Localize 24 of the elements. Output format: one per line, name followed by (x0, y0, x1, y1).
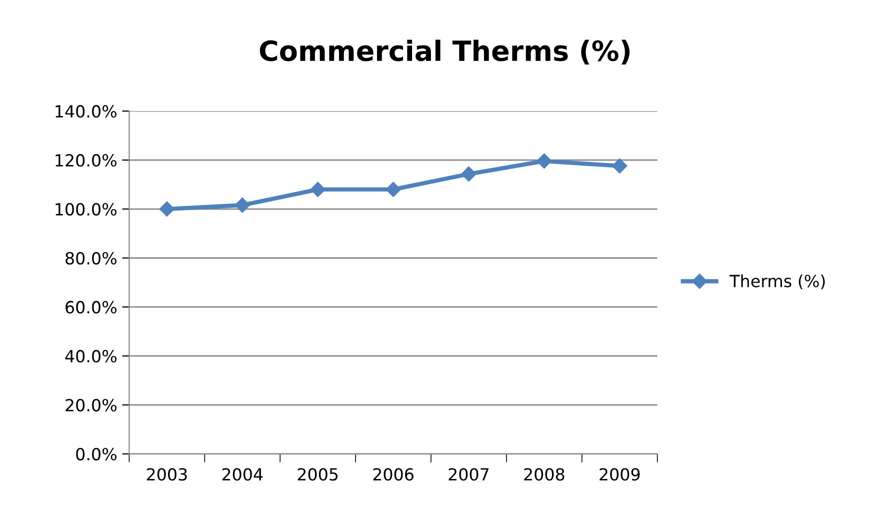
x-tick-label: 2007 (448, 468, 489, 481)
y-tick-label: 120.0% (56, 154, 116, 167)
legend-label: Therms (%) (730, 274, 825, 290)
y-tick-label: 80.0% (66, 252, 116, 265)
y-tick-label: 60.0% (66, 300, 116, 314)
point (461, 166, 476, 182)
point (159, 201, 174, 217)
point (536, 153, 552, 169)
x-tick-label: 2006 (373, 468, 414, 481)
y-tick-label: 140.0% (56, 105, 116, 118)
y-tick-label: 100.0% (56, 202, 116, 216)
chart-title: Commercial Therms (%) (260, 40, 630, 64)
x-tick-label: 2003 (146, 468, 187, 481)
x-tick-label: 2005 (298, 468, 338, 481)
point (386, 182, 401, 198)
x-tick-label: 2004 (222, 468, 263, 481)
x-tick-label: 2008 (524, 468, 564, 481)
y-tick-label: 0.0% (76, 448, 116, 460)
point (612, 158, 628, 174)
point (234, 198, 250, 213)
x-tick-label: 2009 (600, 468, 640, 481)
y-tick-label: 20.0% (66, 398, 116, 412)
point (310, 182, 326, 198)
y-tick-label: 40.0% (65, 350, 116, 363)
